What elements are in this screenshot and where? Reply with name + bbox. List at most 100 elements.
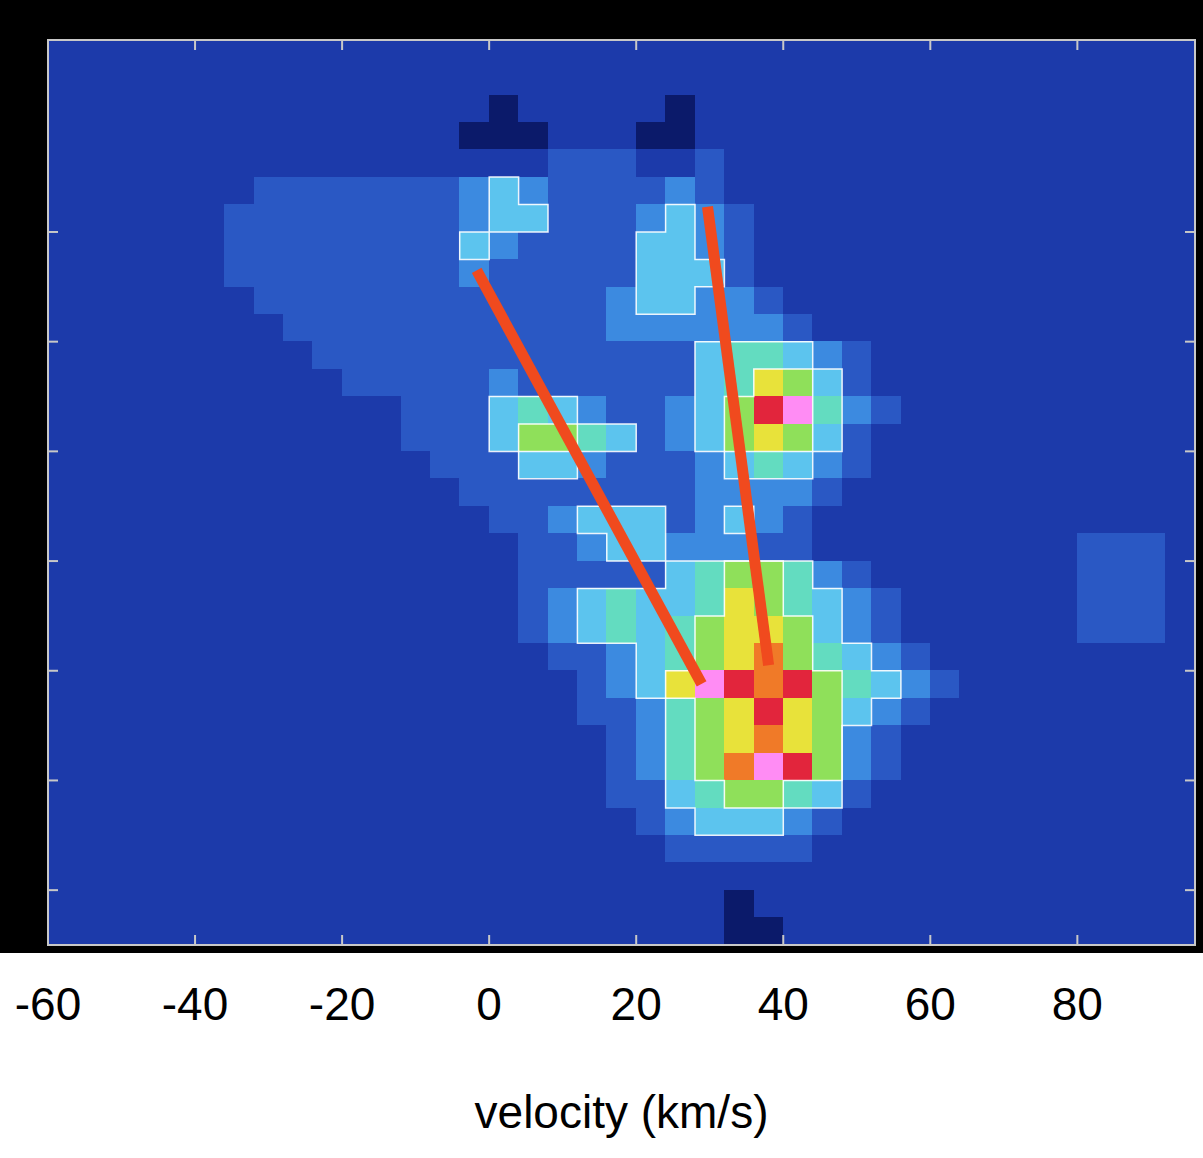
- heatmap-cell: [459, 616, 489, 644]
- heatmap-cell: [636, 341, 666, 369]
- y-tick: [48, 889, 58, 891]
- heatmap-cell: [77, 204, 107, 232]
- heatmap-cell: [783, 177, 813, 205]
- x-tick-top: [194, 40, 196, 50]
- heatmap-cell: [136, 917, 166, 945]
- heatmap-cell: [842, 122, 872, 150]
- heatmap-cell: [1106, 588, 1136, 616]
- heatmap-cell: [136, 835, 166, 863]
- heatmap-cell: [224, 616, 254, 644]
- heatmap-cell: [107, 616, 137, 644]
- heatmap-cell: [695, 149, 725, 177]
- heatmap-cell: [48, 369, 78, 397]
- heatmap-cell: [48, 149, 78, 177]
- heatmap-cell: [107, 149, 137, 177]
- heatmap-cell: [548, 862, 578, 890]
- heatmap-cell: [371, 533, 401, 561]
- heatmap-cell: [1077, 698, 1107, 726]
- heatmap-cells: [48, 40, 1195, 945]
- heatmap-cell: [136, 424, 166, 452]
- x-tick-top: [488, 40, 490, 50]
- heatmap-cell: [1077, 917, 1107, 945]
- heatmap-cell: [959, 40, 989, 68]
- heatmap-cell: [342, 506, 372, 534]
- x-tick-top: [782, 40, 784, 50]
- heatmap-cell: [254, 451, 284, 479]
- heatmap-cell: [224, 670, 254, 698]
- heatmap-cell: [1106, 753, 1136, 781]
- heatmap-cell: [606, 314, 636, 342]
- heatmap-cell: [77, 287, 107, 315]
- heatmap-cell: [77, 341, 107, 369]
- heatmap-cell: [959, 95, 989, 123]
- heatmap-cell: [636, 835, 666, 863]
- heatmap-cell: [401, 506, 431, 534]
- heatmap-cell: [77, 424, 107, 452]
- heatmap-cell: [401, 643, 431, 671]
- heatmap-cell: [165, 835, 195, 863]
- heatmap-cell: [401, 725, 431, 753]
- heatmap-cell: [401, 670, 431, 698]
- heatmap-cell: [783, 917, 813, 945]
- heatmap-cell: [107, 287, 137, 315]
- heatmap-cell: [1106, 204, 1136, 232]
- heatmap-cell: [754, 204, 784, 232]
- heatmap-cell: [518, 287, 548, 315]
- heatmap-cell: [548, 478, 578, 506]
- heatmap-cell: [195, 424, 225, 452]
- heatmap-cell: [195, 478, 225, 506]
- heatmap-cell: [254, 478, 284, 506]
- heatmap-cell: [459, 698, 489, 726]
- heatmap-cell: [283, 177, 313, 205]
- heatmap-cell: [665, 369, 695, 397]
- heatmap-cell: [401, 341, 431, 369]
- heatmap-cell: [1077, 67, 1107, 95]
- heatmap-cell: [1048, 725, 1078, 753]
- heatmap-cell: [1077, 287, 1107, 315]
- heatmap-cell: [724, 616, 754, 644]
- heatmap-cell: [754, 506, 784, 534]
- heatmap-cell: [136, 314, 166, 342]
- heatmap-cell: [283, 808, 313, 836]
- heatmap-cell: [224, 204, 254, 232]
- heatmap-cell: [548, 67, 578, 95]
- heatmap-cell: [665, 561, 695, 589]
- heatmap-cell: [77, 533, 107, 561]
- heatmap-cell: [812, 725, 842, 753]
- heatmap-cell: [430, 780, 460, 808]
- heatmap-cell: [842, 95, 872, 123]
- heatmap-cell: [577, 643, 607, 671]
- heatmap-cell: [724, 561, 754, 589]
- heatmap-cell: [165, 862, 195, 890]
- heatmap-cell: [930, 808, 960, 836]
- heatmap-cell: [165, 341, 195, 369]
- heatmap-cell: [754, 753, 784, 781]
- heatmap-cell: [283, 917, 313, 945]
- heatmap-cell: [77, 67, 107, 95]
- heatmap-cell: [48, 287, 78, 315]
- heatmap-cell: [489, 177, 519, 205]
- heatmap-cell: [136, 506, 166, 534]
- heatmap-cell: [518, 95, 548, 123]
- heatmap-cell: [371, 670, 401, 698]
- heatmap-cell: [107, 780, 137, 808]
- y-tick: [48, 450, 58, 452]
- heatmap-cell: [812, 780, 842, 808]
- heatmap-cell: [930, 862, 960, 890]
- heatmap-cell: [195, 616, 225, 644]
- heatmap-cell: [548, 341, 578, 369]
- heatmap-cell: [401, 149, 431, 177]
- heatmap-cell: [871, 177, 901, 205]
- heatmap-cell: [1106, 862, 1136, 890]
- heatmap-cell: [1077, 424, 1107, 452]
- heatmap-cell: [283, 835, 313, 863]
- heatmap-cell: [930, 314, 960, 342]
- heatmap-cell: [283, 670, 313, 698]
- heatmap-cell: [665, 314, 695, 342]
- heatmap-cell: [1048, 698, 1078, 726]
- heatmap-cell: [724, 670, 754, 698]
- heatmap-cell: [812, 670, 842, 698]
- heatmap-cell: [842, 725, 872, 753]
- heatmap-cell: [518, 835, 548, 863]
- heatmap-cell: [48, 451, 78, 479]
